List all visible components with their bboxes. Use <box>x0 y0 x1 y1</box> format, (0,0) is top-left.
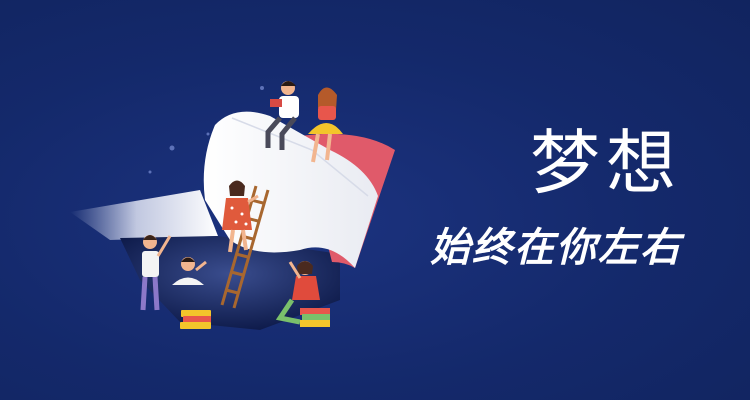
banner-subtitle: 始终在你左右 <box>430 224 682 271</box>
sitting-girl-with-books <box>275 261 330 327</box>
reader-boy-top <box>265 81 299 150</box>
book-left-page <box>70 190 218 240</box>
pointing-boy <box>140 235 172 311</box>
banner-title: 梦想 <box>530 122 682 204</box>
reader-girl-top <box>308 87 343 163</box>
book-stack <box>180 310 211 329</box>
sparkle-decorations <box>148 86 264 182</box>
peeking-boy <box>172 257 207 285</box>
climbing-girl <box>222 180 259 253</box>
